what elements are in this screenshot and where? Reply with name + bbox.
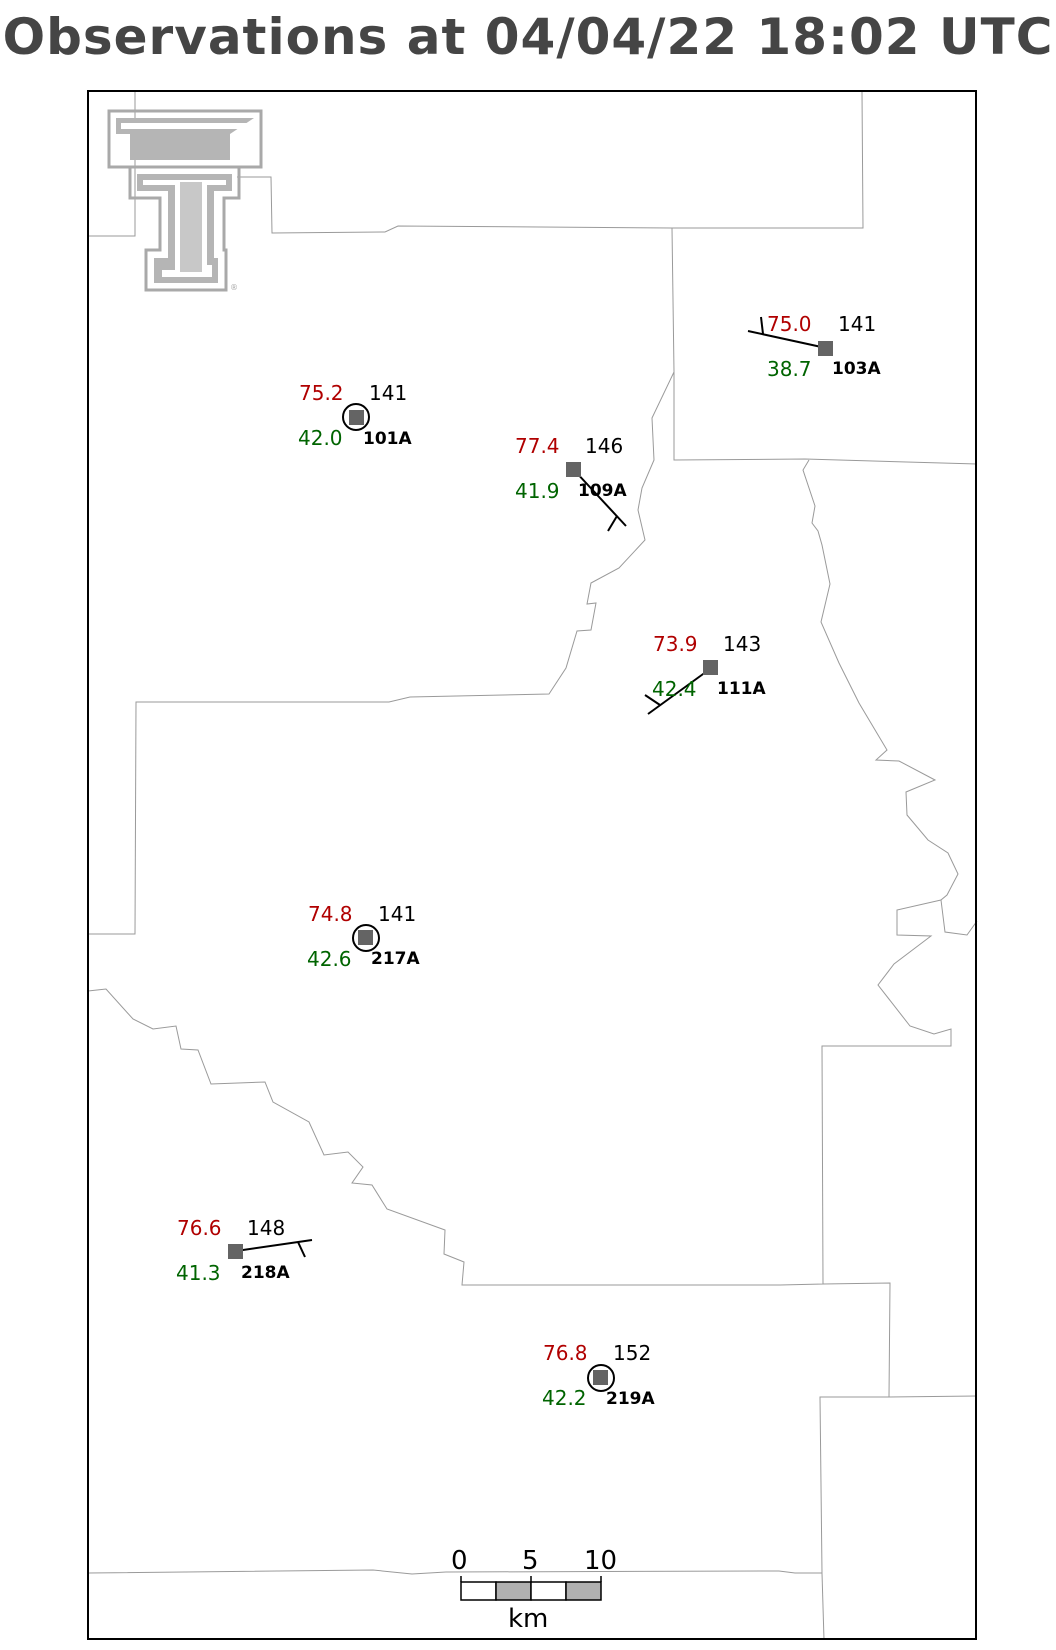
pressure-label: 146	[585, 434, 623, 458]
temperature-label: 75.0	[767, 312, 812, 336]
county-line	[673, 372, 978, 465]
pressure-label: 141	[378, 902, 416, 926]
dewpoint-label: 42.2	[542, 1386, 587, 1410]
scale-tick-label: 0	[451, 1546, 468, 1576]
logo-registered-mark: ®	[230, 283, 238, 292]
map-title: Observations at 04/04/22 18:02 UTC	[2, 8, 1054, 66]
pressure-label: 141	[369, 381, 407, 405]
logo-stem-outer	[128, 165, 241, 292]
county-line	[87, 1282, 891, 1575]
county-boundaries	[87, 91, 978, 1641]
county-line	[888, 1395, 978, 1398]
station-id-label: 101A	[363, 429, 412, 449]
county-line	[237, 91, 864, 234]
temperature-label: 75.2	[299, 381, 344, 405]
temperature-label: 76.8	[543, 1341, 588, 1365]
station-217A[interactable]: 74.8 141 42.6 217A	[307, 902, 420, 971]
station-id-label: 218A	[241, 1263, 290, 1283]
temperature-label: 76.6	[177, 1216, 222, 1240]
scale-tick-label: 10	[584, 1546, 617, 1576]
scale-tick-label: 5	[522, 1546, 539, 1576]
logo-left-notch	[130, 134, 150, 160]
temperature-label: 74.8	[308, 902, 353, 926]
station-101A[interactable]: 75.2 141 42.0 101A	[298, 381, 412, 450]
temperature-label: 77.4	[515, 434, 560, 458]
station-111A[interactable]: 73.9 143 42.4 111A	[644, 632, 766, 715]
station-marker	[818, 341, 833, 356]
county-line	[88, 227, 675, 935]
pressure-label: 148	[247, 1216, 285, 1240]
calm-wind-circle	[587, 1364, 615, 1392]
temperature-label: 73.9	[653, 632, 698, 656]
county-line	[87, 899, 952, 1286]
scale-segment	[530, 1581, 567, 1601]
station-marker	[566, 462, 581, 477]
county-line	[88, 92, 136, 237]
station-218A[interactable]: 76.6 148 41.3 218A	[176, 1216, 313, 1285]
station-id-label: 103A	[832, 359, 881, 379]
pressure-label: 141	[838, 312, 876, 336]
dewpoint-label: 42.6	[307, 947, 352, 971]
scale-segment	[565, 1581, 602, 1601]
dewpoint-label: 38.7	[767, 357, 812, 381]
logo-stem-core	[180, 182, 202, 272]
wind-barb	[573, 469, 627, 532]
station-marker	[228, 1244, 243, 1259]
dewpoint-label: 41.9	[515, 479, 560, 503]
station-219A[interactable]: 76.8 152 42.2 219A	[542, 1341, 655, 1410]
pressure-label: 143	[723, 632, 761, 656]
scale-bar: 0 5 10 km	[451, 1546, 617, 1634]
calm-wind-circle	[342, 403, 370, 431]
station-id-label: 217A	[371, 949, 420, 969]
logo-top-bar-highlight	[121, 123, 249, 129]
station-103A[interactable]: 75.0 141 38.7 103A	[747, 312, 881, 381]
wind-barb	[235, 1239, 313, 1258]
dewpoint-label: 42.0	[298, 426, 343, 450]
scale-segment	[495, 1581, 532, 1601]
county-line	[821, 1572, 825, 1641]
scale-segment	[460, 1581, 497, 1601]
map-frame	[87, 90, 977, 1640]
dewpoint-label: 42.4	[652, 677, 697, 701]
texas-tech-double-t-logo: ®	[107, 109, 263, 292]
calm-wind-circle	[352, 924, 380, 952]
station-marker	[703, 660, 718, 675]
station-id-label: 109A	[578, 481, 627, 501]
station-marker	[593, 1370, 608, 1385]
logo-top-bar	[107, 109, 263, 169]
logo-right-bevel	[230, 118, 254, 134]
pressure-label: 152	[613, 1341, 651, 1365]
station-marker	[358, 930, 373, 945]
station-marker	[349, 410, 364, 425]
county-line	[802, 459, 978, 936]
station-id-label: 219A	[606, 1389, 655, 1409]
wind-barb	[644, 668, 711, 715]
wind-barb	[747, 316, 827, 349]
dewpoint-label: 41.3	[176, 1261, 221, 1285]
station-109A[interactable]: 77.4 146 41.9 109A	[515, 434, 627, 532]
station-id-label: 111A	[717, 679, 766, 699]
scale-unit-label: km	[508, 1604, 548, 1634]
